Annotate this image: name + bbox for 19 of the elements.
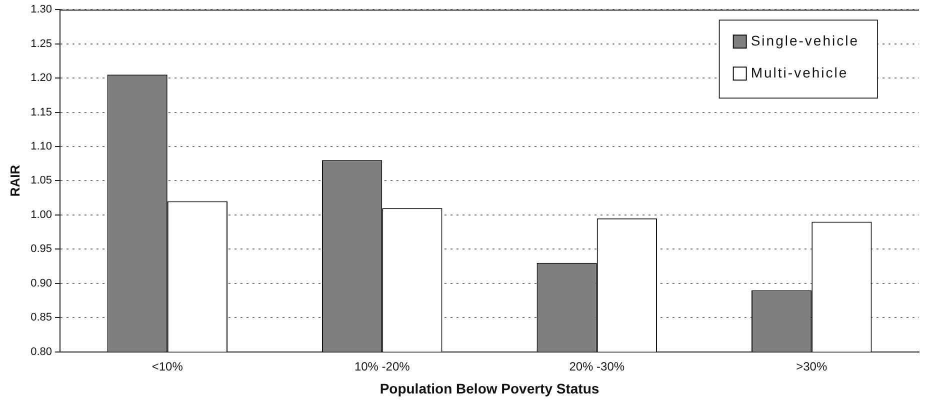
y-tick-label: 0.90 xyxy=(30,277,52,290)
legend-label: Single-vehicle xyxy=(750,32,860,48)
y-tick-label: 1.05 xyxy=(30,174,52,187)
x-axis-title: Population Below Poverty Status xyxy=(380,380,600,396)
y-tick-label: 0.85 xyxy=(30,312,52,324)
y-tick-label: 1.15 xyxy=(30,106,52,118)
y-tick-label: 1.00 xyxy=(30,208,52,221)
y-tick-label: 0.95 xyxy=(30,243,52,256)
y-tick-label: 1.25 xyxy=(30,38,52,50)
y-tick-label: 1.10 xyxy=(30,140,52,153)
y-tick-label: 1.20 xyxy=(30,72,52,84)
x-tick-label: >30% xyxy=(796,359,828,374)
y-axis-title: RAIR xyxy=(7,164,22,197)
x-tick-label: <10% xyxy=(152,359,184,374)
y-tick-label: 0.80 xyxy=(30,346,52,358)
x-tick-label: 10% -20% xyxy=(354,359,410,374)
x-tick-label: 20% -30% xyxy=(569,359,625,374)
y-tick-label: 1.30 xyxy=(30,4,52,16)
legend-label: Multi-vehicle xyxy=(750,64,848,80)
